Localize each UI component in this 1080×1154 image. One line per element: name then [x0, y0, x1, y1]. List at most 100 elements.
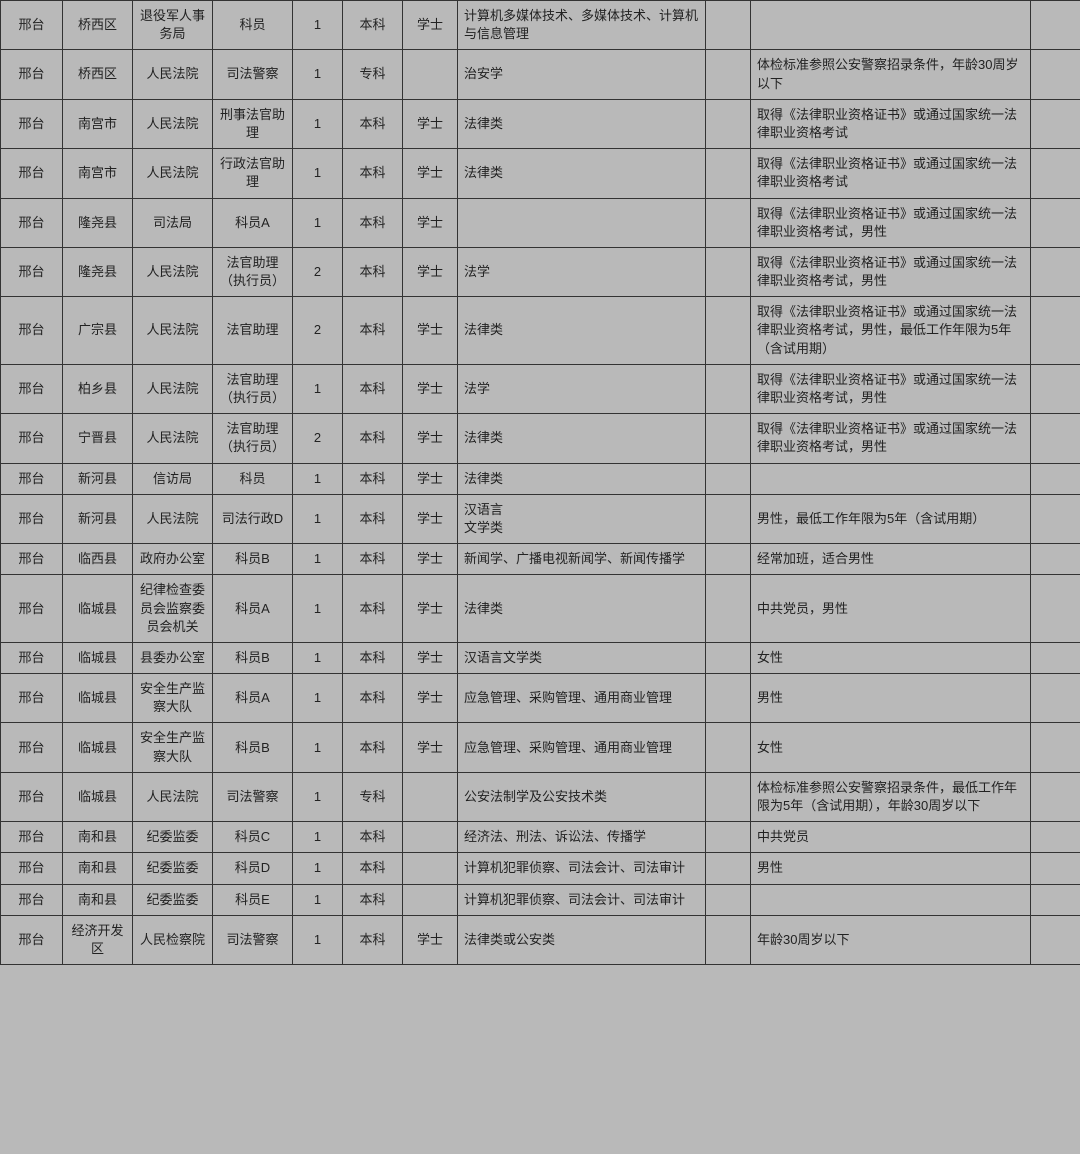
- table-row: 邢台临城县县委办公室科员B1本科学士汉语言文学类女性: [1, 642, 1080, 673]
- table-cell: 应急管理、采购管理、通用商业管理: [458, 723, 706, 772]
- table-cell: 科员E: [213, 884, 293, 915]
- table-row: 邢台新河县人民法院司法行政D1本科学士汉语言文学类男性，最低工作年限为5年（含试…: [1, 494, 1080, 543]
- table-cell: 邢台: [1, 99, 63, 148]
- table-cell: 邢台: [1, 297, 63, 365]
- table-cell: 新河县: [63, 463, 133, 494]
- table-cell: [706, 822, 751, 853]
- table-cell: 学士: [403, 544, 458, 575]
- table-cell: [706, 297, 751, 365]
- table-cell: 行政法官助理: [213, 149, 293, 198]
- table-cell: [1031, 853, 1080, 884]
- table-cell: 1: [293, 99, 343, 148]
- table-cell: 学士: [403, 494, 458, 543]
- table-cell: [706, 247, 751, 296]
- table-cell: [706, 915, 751, 964]
- table-cell: 邢台: [1, 149, 63, 198]
- table-cell: 安全生产监察大队: [133, 674, 213, 723]
- table-cell: 人民检察院: [133, 915, 213, 964]
- table-row: 邢台临城县人民法院司法警察1专科公安法制学及公安技术类体检标准参照公安警察招录条…: [1, 772, 1080, 821]
- table-cell: 人民法院: [133, 247, 213, 296]
- recruitment-table: 邢台桥西区退役军人事务局科员1本科学士计算机多媒体技术、多媒体技术、计算机与信息…: [0, 0, 1080, 965]
- table-cell: 邢台: [1, 544, 63, 575]
- table-row: 邢台桥西区人民法院司法警察1专科治安学体检标准参照公安警察招录条件，年龄30周岁…: [1, 50, 1080, 99]
- table-cell: 邢台: [1, 1, 63, 50]
- table-cell: 司法行政D: [213, 494, 293, 543]
- table-row: 邢台南宫市人民法院行政法官助理1本科学士法律类取得《法律职业资格证书》或通过国家…: [1, 149, 1080, 198]
- table-cell: 本科: [343, 915, 403, 964]
- table-row: 邢台南和县纪委监委科员C1本科经济法、刑法、诉讼法、传播学中共党员: [1, 822, 1080, 853]
- table-cell: 科员B: [213, 544, 293, 575]
- table-cell: 1: [293, 1, 343, 50]
- table-cell: 本科: [343, 364, 403, 413]
- table-cell: 邢台: [1, 884, 63, 915]
- table-cell: 学士: [403, 364, 458, 413]
- table-cell: 隆尧县: [63, 247, 133, 296]
- table-cell: 学士: [403, 297, 458, 365]
- table-cell: 人民法院: [133, 297, 213, 365]
- table-cell: 取得《法律职业资格证书》或通过国家统一法律职业资格考试，男性: [751, 247, 1031, 296]
- table-cell: [1031, 463, 1080, 494]
- table-cell: 本科: [343, 723, 403, 772]
- table-cell: 学士: [403, 723, 458, 772]
- table-cell: 隆尧县: [63, 198, 133, 247]
- table-cell: 南和县: [63, 853, 133, 884]
- table-cell: 科员C: [213, 822, 293, 853]
- table-cell: [751, 884, 1031, 915]
- table-cell: 1: [293, 884, 343, 915]
- table-row: 邢台南和县纪委监委科员E1本科计算机犯罪侦察、司法会计、司法审计: [1, 884, 1080, 915]
- table-cell: 本科: [343, 198, 403, 247]
- table-cell: 法律类: [458, 414, 706, 463]
- table-cell: 本科: [343, 247, 403, 296]
- table-cell: 中共党员: [751, 822, 1031, 853]
- table-cell: 新河县: [63, 494, 133, 543]
- table-cell: [706, 364, 751, 413]
- table-cell: [706, 642, 751, 673]
- table-cell: 邢台: [1, 642, 63, 673]
- table-cell: 人民法院: [133, 414, 213, 463]
- table-cell: 本科: [343, 853, 403, 884]
- table-cell: [706, 149, 751, 198]
- table-row: 邢台柏乡县人民法院法官助理（执行员）1本科学士法学取得《法律职业资格证书》或通过…: [1, 364, 1080, 413]
- table-cell: 取得《法律职业资格证书》或通过国家统一法律职业资格考试，男性: [751, 364, 1031, 413]
- table-cell: 法律类: [458, 297, 706, 365]
- table-cell: 桥西区: [63, 1, 133, 50]
- table-row: 邢台桥西区退役军人事务局科员1本科学士计算机多媒体技术、多媒体技术、计算机与信息…: [1, 1, 1080, 50]
- table-cell: 1: [293, 575, 343, 643]
- table-cell: 学士: [403, 642, 458, 673]
- table-cell: 1: [293, 544, 343, 575]
- table-cell: 邢台: [1, 364, 63, 413]
- table-cell: 法官助理（执行员）: [213, 364, 293, 413]
- table-cell: 邢台: [1, 247, 63, 296]
- table-cell: [1031, 674, 1080, 723]
- table-cell: [706, 884, 751, 915]
- table-cell: [706, 463, 751, 494]
- table-cell: 刑事法官助理: [213, 99, 293, 148]
- table-cell: 学士: [403, 414, 458, 463]
- table-cell: 经济法、刑法、诉讼法、传播学: [458, 822, 706, 853]
- table-cell: 柏乡县: [63, 364, 133, 413]
- table-cell: 男性，最低工作年限为5年（含试用期）: [751, 494, 1031, 543]
- table-cell: 应急管理、采购管理、通用商业管理: [458, 674, 706, 723]
- table-cell: 取得《法律职业资格证书》或通过国家统一法律职业资格考试: [751, 149, 1031, 198]
- table-cell: 本科: [343, 575, 403, 643]
- table-cell: [706, 50, 751, 99]
- table-cell: 南宫市: [63, 99, 133, 148]
- table-cell: 人民法院: [133, 494, 213, 543]
- table-cell: 学士: [403, 198, 458, 247]
- table-row: 邢台隆尧县人民法院法官助理（执行员）2本科学士法学取得《法律职业资格证书》或通过…: [1, 247, 1080, 296]
- table-cell: [1031, 544, 1080, 575]
- table-cell: 学士: [403, 674, 458, 723]
- table-cell: 法律类: [458, 99, 706, 148]
- table-cell: 宁晋县: [63, 414, 133, 463]
- table-cell: [403, 884, 458, 915]
- table-cell: 临城县: [63, 674, 133, 723]
- table-cell: 本科: [343, 544, 403, 575]
- table-cell: 人民法院: [133, 50, 213, 99]
- table-cell: 1: [293, 642, 343, 673]
- table-cell: [1031, 50, 1080, 99]
- table-row: 邢台临城县纪律检查委员会监察委员会机关科员A1本科学士法律类中共党员，男性: [1, 575, 1080, 643]
- table-cell: 桥西区: [63, 50, 133, 99]
- table-cell: 法学: [458, 247, 706, 296]
- table-cell: 人民法院: [133, 149, 213, 198]
- table-cell: 取得《法律职业资格证书》或通过国家统一法律职业资格考试，男性，最低工作年限为5年…: [751, 297, 1031, 365]
